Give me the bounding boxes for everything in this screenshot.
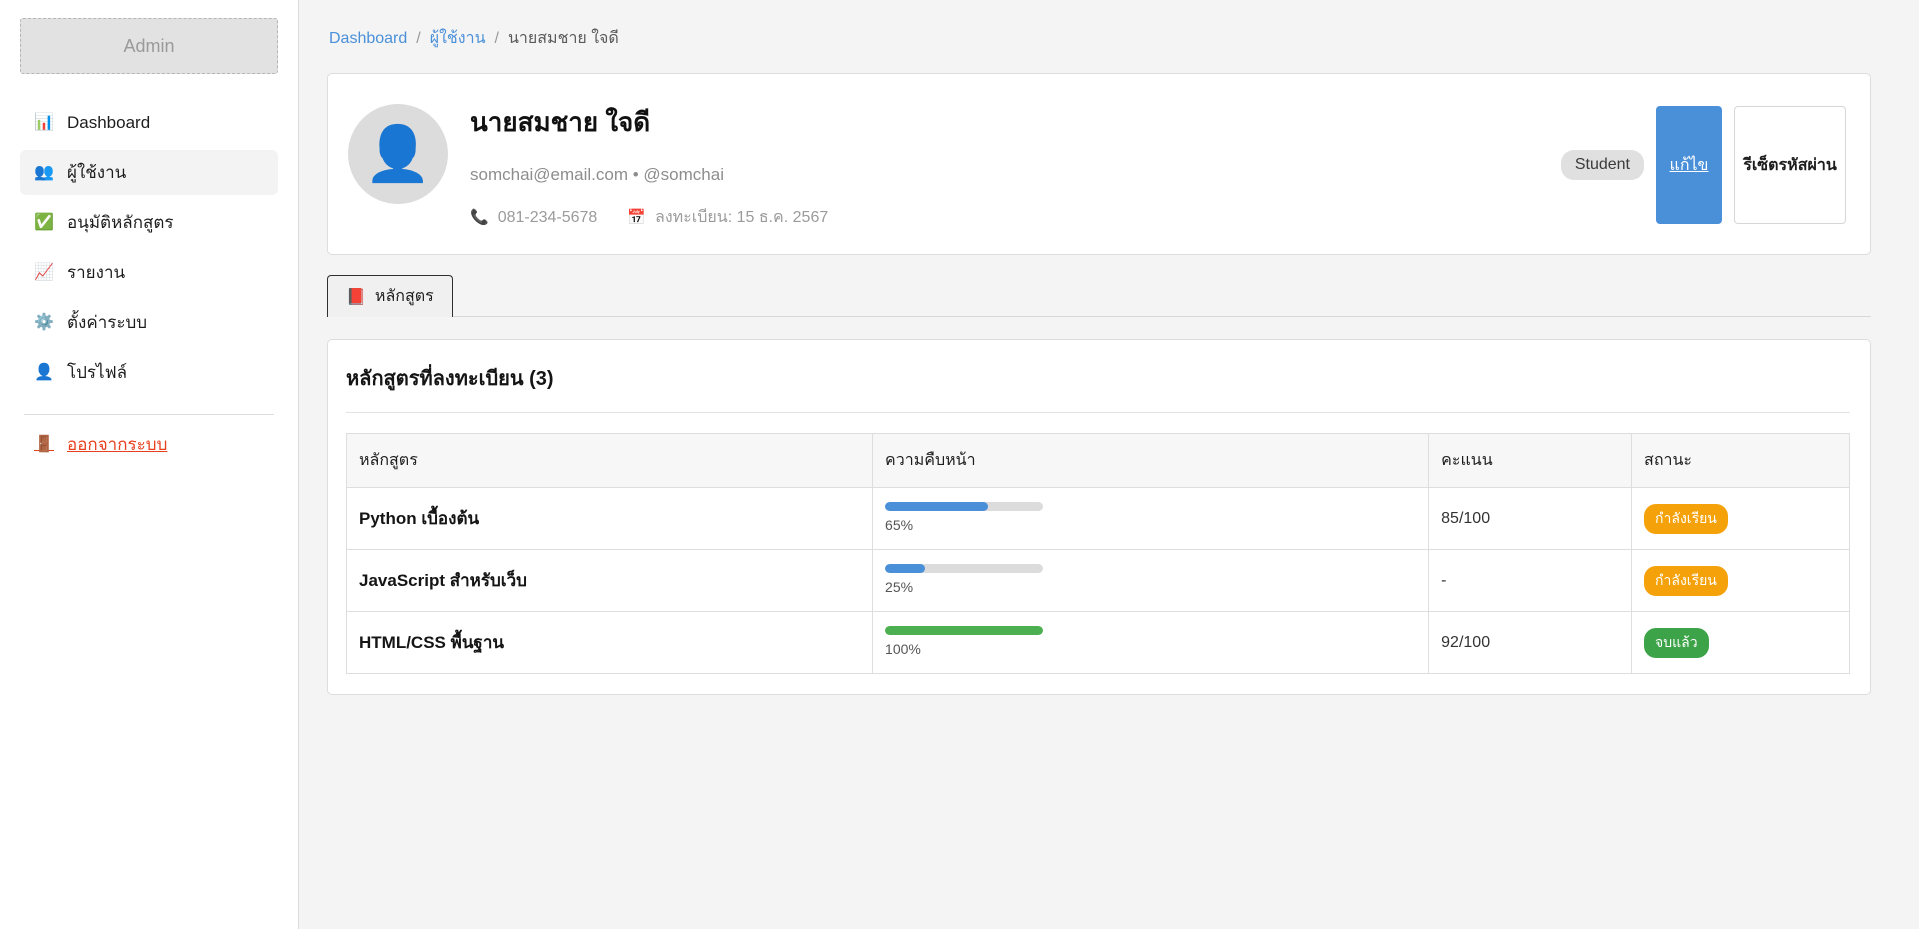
breadcrumb-dashboard[interactable]: Dashboard bbox=[329, 29, 408, 47]
progress-bar-fill bbox=[885, 626, 1044, 635]
profile-meta: 📞 081-234-5678 📅 ลงทะเบียน: 15 ธ.ค. 2567 bbox=[470, 205, 1561, 230]
cell-course: HTML/CSS พื้นฐาน bbox=[345, 611, 874, 674]
progress-bar bbox=[885, 502, 1044, 511]
profile-actions: Student แก้ไข รีเซ็ตรหัสผ่าน bbox=[1560, 98, 1846, 224]
user-avatar-icon: 👤 bbox=[364, 124, 432, 184]
progress-bar-fill bbox=[885, 502, 988, 511]
status-badge: จบแล้ว bbox=[1644, 627, 1709, 658]
registered-value: ลงทะเบียน: 15 ธ.ค. 2567 bbox=[655, 209, 829, 226]
sidebar-item-label: โปรไฟล์ bbox=[67, 363, 128, 382]
cell-score: - bbox=[1428, 549, 1633, 612]
table-row: Python เบื้องต้น 65% 85/100 กำลัง bbox=[345, 487, 1850, 550]
courses-table-head: หลักสูตร ความคืบหน้า คะแนน สถานะ bbox=[345, 433, 1850, 488]
cell-progress: 65% bbox=[872, 487, 1430, 550]
sidebar-item-label: อนุมัติหลักสูตร bbox=[67, 213, 174, 232]
cell-score: 85/100 bbox=[1428, 487, 1633, 550]
chart-increasing-icon: 📈 bbox=[34, 263, 54, 281]
table-row: HTML/CSS พื้นฐาน 100% 92/100 จบแล bbox=[345, 611, 1850, 674]
sidebar-item-label: ตั้งค่าระบบ bbox=[67, 313, 148, 332]
course-name: Python เบื้องต้น bbox=[359, 509, 480, 528]
cell-course: Python เบื้องต้น bbox=[345, 487, 874, 550]
logout-label: ออกจากระบบ bbox=[67, 435, 168, 454]
phone-field: 📞 081-234-5678 bbox=[470, 209, 597, 227]
column-header-status: สถานะ bbox=[1631, 433, 1850, 488]
calendar-icon: 📅 bbox=[627, 209, 647, 226]
breadcrumb: Dashboard / ผู้ใช้งาน / นายสมชาย ใจดี bbox=[329, 26, 1871, 51]
main-content: Dashboard / ผู้ใช้งาน / นายสมชาย ใจดี 👤 … bbox=[299, 0, 1919, 929]
section-divider bbox=[346, 412, 1850, 413]
profile-contact-line: somchai@email.com • @somchai bbox=[470, 165, 724, 184]
page-title: นายสมชาย ใจดี bbox=[470, 107, 651, 137]
cell-status: กำลังเรียน bbox=[1631, 487, 1850, 550]
status-badge: Student bbox=[1560, 150, 1644, 180]
status-badge: กำลังเรียน bbox=[1644, 565, 1728, 596]
brand-logo-placeholder: Admin bbox=[20, 18, 278, 74]
cell-course: JavaScript สำหรับเว็บ bbox=[345, 549, 874, 612]
tab-label: หลักสูตร bbox=[374, 288, 434, 305]
status-badge: กำลังเรียน bbox=[1644, 503, 1728, 534]
sidebar-item-reports[interactable]: 📈 รายงาน bbox=[20, 250, 278, 295]
sidebar-item-course-approval[interactable]: ✅ อนุมัติหลักสูตร bbox=[20, 200, 278, 245]
sidebar-item-label: ผู้ใช้งาน bbox=[67, 163, 127, 182]
users-icon: 👥 bbox=[34, 163, 54, 181]
bar-chart-icon: 📊 bbox=[34, 113, 54, 131]
sidebar-divider bbox=[24, 414, 274, 415]
column-header-progress: ความคืบหน้า bbox=[872, 433, 1430, 488]
brand-label: Admin bbox=[123, 35, 175, 56]
sidebar-nav: 📊 Dashboard 👥 ผู้ใช้งาน ✅ อนุมัติหลักสูต… bbox=[20, 100, 278, 400]
column-header-score: คะแนน bbox=[1428, 433, 1633, 488]
table-row: JavaScript สำหรับเว็บ 25% - กำลัง bbox=[345, 549, 1850, 612]
sidebar-item-dashboard[interactable]: 📊 Dashboard bbox=[20, 100, 278, 145]
sidebar-item-label: Dashboard bbox=[67, 112, 151, 132]
courses-card: หลักสูตรที่ลงทะเบียน (3) หลักสูตร ความคื… bbox=[327, 339, 1871, 695]
tab-courses[interactable]: 📕 หลักสูตร bbox=[327, 275, 453, 317]
progress-bar-fill bbox=[885, 564, 925, 573]
score-value: 85/100 bbox=[1441, 509, 1491, 527]
cell-progress: 25% bbox=[872, 549, 1430, 612]
course-name: HTML/CSS พื้นฐาน bbox=[359, 633, 504, 652]
door-icon: 🚪 bbox=[34, 435, 54, 453]
progress-bar bbox=[885, 626, 1044, 635]
column-header-course: หลักสูตร bbox=[345, 433, 874, 488]
check-mark-icon: ✅ bbox=[34, 213, 54, 231]
score-value: 92/100 bbox=[1441, 633, 1491, 651]
course-name: JavaScript สำหรับเว็บ bbox=[359, 571, 527, 590]
registered-field: 📅 ลงทะเบียน: 15 ธ.ค. 2567 bbox=[627, 205, 828, 230]
score-value: - bbox=[1441, 571, 1447, 589]
cell-score: 92/100 bbox=[1428, 611, 1633, 674]
courses-section-title: หลักสูตรที่ลงทะเบียน (3) bbox=[346, 368, 554, 390]
table-header-row: หลักสูตร ความคืบหน้า คะแนน สถานะ bbox=[345, 433, 1850, 488]
breadcrumb-current: นายสมชาย ใจดี bbox=[507, 30, 619, 47]
tab-strip: 📕 หลักสูตร bbox=[327, 275, 1871, 317]
progress-bar bbox=[885, 564, 1044, 573]
phone-value: 081-234-5678 bbox=[497, 208, 598, 226]
sidebar-item-profile[interactable]: 👤 โปรไฟล์ bbox=[20, 350, 278, 395]
avatar: 👤 bbox=[348, 104, 448, 204]
edit-button[interactable]: แก้ไข bbox=[1656, 106, 1722, 224]
person-icon: 👤 bbox=[34, 363, 54, 381]
profile-info: นายสมชาย ใจดี somchai@email.com • @somch… bbox=[470, 98, 1561, 230]
sidebar-item-users[interactable]: 👥 ผู้ใช้งาน bbox=[20, 150, 278, 195]
gear-icon: ⚙️ bbox=[34, 313, 54, 331]
breadcrumb-users[interactable]: ผู้ใช้งาน bbox=[429, 30, 486, 47]
profile-card: 👤 นายสมชาย ใจดี somchai@email.com • @som… bbox=[327, 73, 1871, 255]
progress-label: 25% bbox=[885, 579, 914, 595]
sidebar: Admin 📊 Dashboard 👥 ผู้ใช้งาน ✅ อนุมัติห… bbox=[0, 0, 299, 929]
courses-table: หลักสูตร ความคืบหน้า คะแนน สถานะ Python … bbox=[345, 433, 1850, 674]
breadcrumb-separator: / bbox=[416, 29, 421, 47]
books-icon: 📕 bbox=[346, 288, 366, 306]
sidebar-item-label: รายงาน bbox=[67, 263, 126, 282]
progress-label: 100% bbox=[885, 641, 921, 657]
telephone-icon: 📞 bbox=[470, 209, 489, 226]
cell-status: จบแล้ว bbox=[1631, 611, 1850, 674]
breadcrumb-separator: / bbox=[494, 29, 499, 47]
courses-table-body: Python เบื้องต้น 65% 85/100 กำลัง bbox=[345, 487, 1850, 674]
sidebar-item-settings[interactable]: ⚙️ ตั้งค่าระบบ bbox=[20, 300, 278, 345]
cell-progress: 100% bbox=[872, 611, 1430, 674]
progress-label: 65% bbox=[885, 517, 914, 533]
logout-link[interactable]: 🚪 ออกจากระบบ bbox=[20, 431, 278, 458]
reset-password-button[interactable]: รีเซ็ตรหัสผ่าน bbox=[1734, 106, 1846, 224]
cell-status: กำลังเรียน bbox=[1631, 549, 1850, 612]
